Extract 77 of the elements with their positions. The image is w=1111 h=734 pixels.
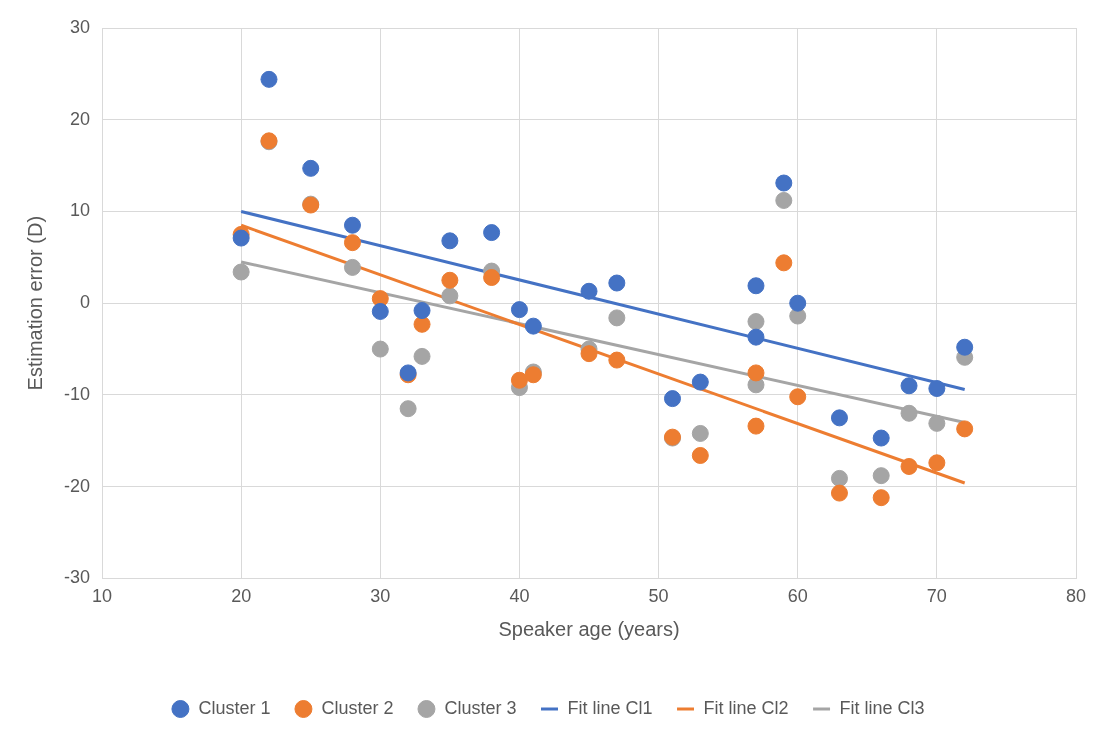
point bbox=[775, 254, 793, 272]
legend-label: Cluster 3 bbox=[444, 697, 517, 718]
y-tick-label: 20 bbox=[69, 108, 91, 129]
point bbox=[399, 400, 417, 418]
point bbox=[343, 234, 361, 252]
point bbox=[413, 302, 431, 320]
point bbox=[608, 309, 626, 327]
point bbox=[747, 277, 765, 295]
point bbox=[928, 454, 946, 472]
y-tick-label: -30 bbox=[64, 567, 91, 588]
point bbox=[371, 340, 389, 358]
point bbox=[510, 371, 528, 389]
point bbox=[510, 301, 528, 319]
x-tick-label: 50 bbox=[648, 586, 669, 607]
point bbox=[343, 258, 361, 276]
point bbox=[232, 229, 250, 247]
point bbox=[580, 345, 598, 363]
y-tick-label: -10 bbox=[64, 383, 91, 404]
legend-label: Fit line Cl2 bbox=[703, 697, 789, 718]
point bbox=[928, 380, 946, 398]
y-tick-label: -20 bbox=[64, 475, 91, 496]
point bbox=[747, 417, 765, 435]
point bbox=[663, 390, 681, 408]
point bbox=[524, 317, 542, 335]
point bbox=[691, 373, 709, 391]
point bbox=[608, 351, 626, 369]
point bbox=[747, 313, 765, 331]
legend-label: Fit line Cl1 bbox=[567, 697, 653, 718]
x-tick-label: 80 bbox=[1065, 586, 1087, 607]
y-tick-label: 0 bbox=[80, 292, 91, 313]
x-tick-label: 60 bbox=[787, 586, 808, 607]
point bbox=[830, 409, 848, 427]
point bbox=[789, 294, 807, 312]
point bbox=[830, 469, 848, 487]
point bbox=[900, 457, 918, 475]
point bbox=[483, 269, 501, 287]
point bbox=[747, 364, 765, 382]
point bbox=[232, 263, 250, 281]
point bbox=[343, 216, 361, 234]
x-tick-label: 40 bbox=[509, 586, 530, 607]
point bbox=[413, 347, 431, 365]
x-tick-label: 70 bbox=[926, 586, 947, 607]
y-tick-label: 10 bbox=[69, 200, 91, 221]
y-tick-label: 30 bbox=[69, 16, 91, 37]
point bbox=[302, 159, 320, 177]
point bbox=[956, 338, 974, 356]
x-axis-title: Speaker age (years) bbox=[498, 617, 680, 640]
point bbox=[441, 287, 459, 305]
point bbox=[900, 404, 918, 422]
x-tick-label: 10 bbox=[92, 586, 113, 607]
point bbox=[789, 388, 807, 406]
point bbox=[830, 484, 848, 502]
point bbox=[691, 424, 709, 442]
legend-label: Cluster 2 bbox=[321, 697, 394, 718]
y-axis-title: Estimation error (D) bbox=[23, 215, 46, 391]
point bbox=[441, 271, 459, 289]
point bbox=[956, 420, 974, 438]
point bbox=[260, 70, 278, 88]
legend-label: Fit line Cl3 bbox=[839, 697, 925, 718]
point bbox=[900, 377, 918, 395]
point bbox=[608, 274, 626, 292]
point bbox=[413, 315, 431, 333]
point bbox=[872, 489, 890, 507]
point bbox=[872, 467, 890, 485]
legend-label: Cluster 1 bbox=[198, 697, 271, 718]
point bbox=[441, 232, 459, 250]
point bbox=[775, 191, 793, 209]
point bbox=[580, 282, 598, 300]
x-tick-label: 30 bbox=[370, 586, 391, 607]
point bbox=[928, 414, 946, 432]
point bbox=[691, 446, 709, 464]
x-tick-label: 20 bbox=[231, 586, 252, 607]
point bbox=[775, 174, 793, 192]
point bbox=[872, 429, 890, 447]
point bbox=[483, 224, 501, 242]
point bbox=[747, 328, 765, 346]
point bbox=[371, 302, 389, 320]
